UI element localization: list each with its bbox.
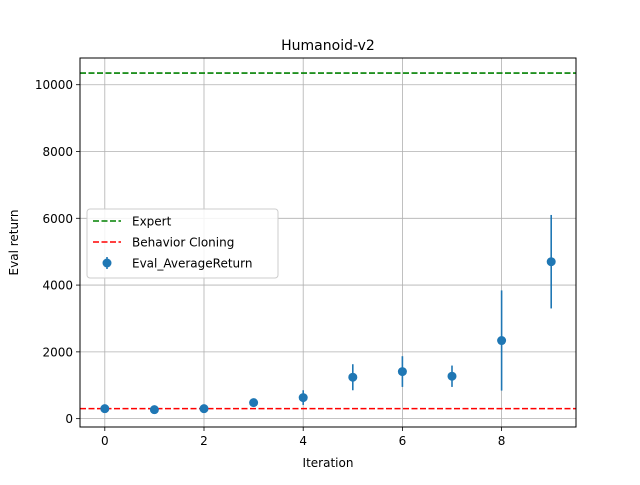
data-point — [249, 398, 259, 408]
x-tick-label: 0 — [101, 434, 109, 448]
y-tick-label: 2000 — [42, 345, 73, 359]
legend-label: Expert — [132, 215, 172, 229]
legend-label: Behavior Cloning — [132, 236, 234, 250]
legend-label: Eval_AverageReturn — [132, 257, 252, 271]
x-tick-label: 4 — [299, 434, 307, 448]
x-axis-label: Iteration — [303, 456, 354, 470]
legend-box — [86, 208, 279, 279]
data-point — [100, 404, 110, 414]
reference-lines-layer — [80, 72, 576, 410]
y-tick-label: 4000 — [42, 279, 73, 293]
data-point — [546, 257, 556, 267]
data-point — [199, 404, 209, 414]
y-tick-label: 0 — [65, 412, 73, 426]
data-point — [348, 372, 358, 382]
legend-swatch-marker — [102, 258, 112, 268]
data-point — [298, 393, 308, 403]
data-point — [497, 336, 507, 346]
plot-frame — [79, 57, 577, 428]
y-tick-label: 8000 — [42, 145, 73, 159]
y-tick-label: 6000 — [42, 212, 73, 226]
y-axis-label: Eval return — [7, 210, 21, 276]
tick-layer: 0 2 4 6 8 0 2000 4000 6000 8000 10000 — [35, 78, 506, 448]
y-tick-label: 10000 — [35, 78, 73, 92]
data-point — [447, 371, 457, 381]
data-layer — [100, 214, 556, 415]
legend: Expert Behavior Cloning Eval_AverageReturn — [86, 208, 279, 279]
x-tick-label: 8 — [498, 434, 506, 448]
data-point — [149, 405, 159, 415]
data-point — [397, 367, 407, 377]
x-tick-label: 2 — [200, 434, 208, 448]
chart-title: Humanoid-v2 — [281, 38, 375, 54]
x-tick-label: 6 — [399, 434, 407, 448]
